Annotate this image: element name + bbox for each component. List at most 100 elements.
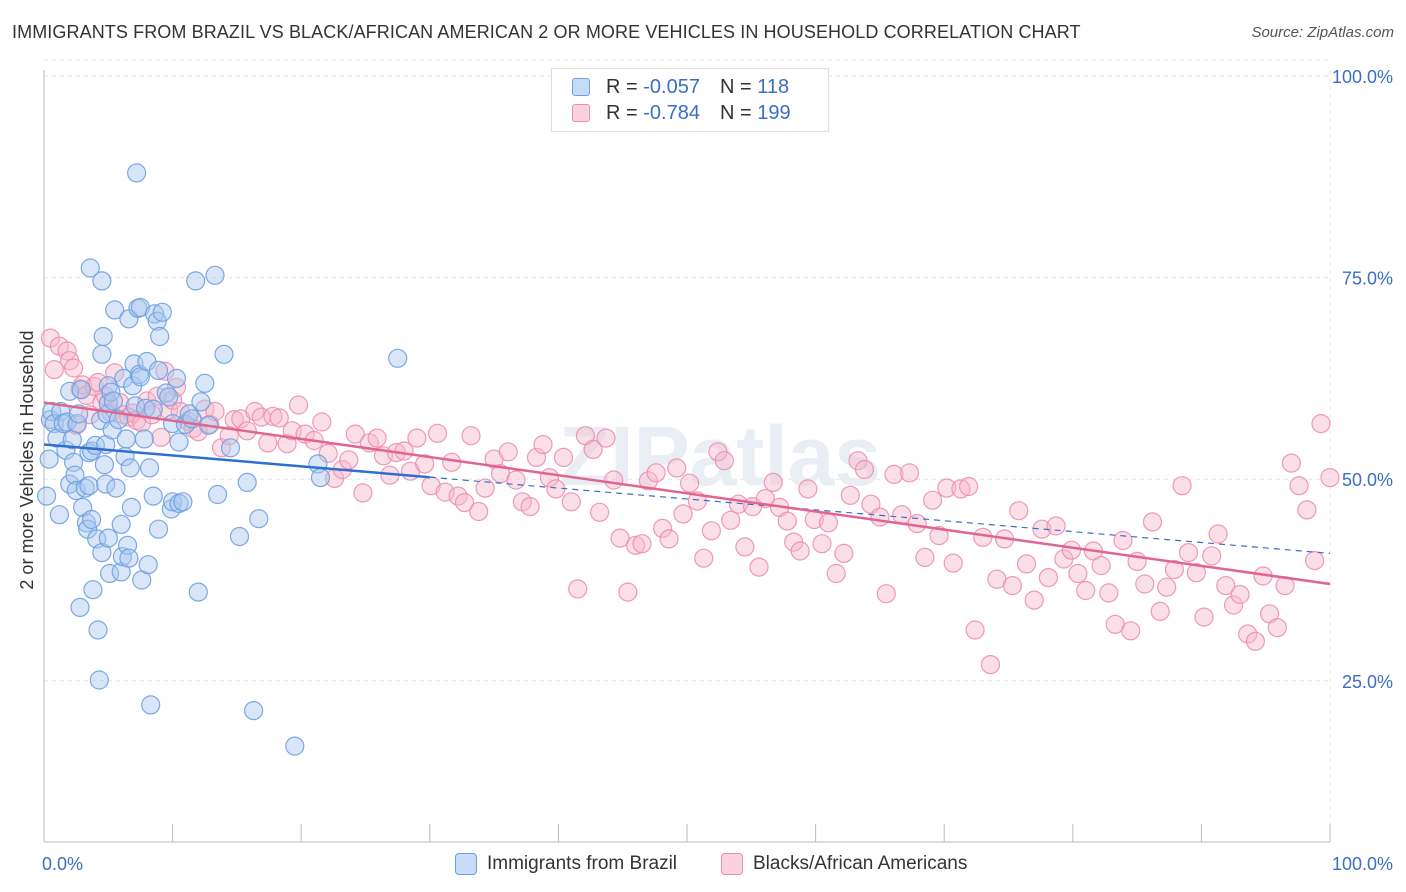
point-black (1157, 577, 1177, 597)
point-black (818, 513, 839, 533)
point-black (701, 521, 722, 541)
bottom-legend-label-black: Blacks/African Americans (753, 853, 968, 874)
point-black (1009, 501, 1029, 521)
point-black (1281, 453, 1302, 473)
point-brazil (108, 410, 129, 430)
point-black (1304, 550, 1325, 571)
point-black (1164, 559, 1185, 580)
legend-n-value: 118 (757, 75, 790, 98)
trend-line-black (43, 401, 1331, 586)
point-black (798, 479, 818, 499)
point-black (475, 478, 495, 498)
bottom-legend-swatch-black (721, 853, 743, 875)
point-black (763, 472, 783, 492)
point-black (870, 507, 890, 527)
point-brazil (143, 486, 163, 506)
point-black (1091, 555, 1111, 576)
point-brazil (188, 582, 208, 602)
point-black (427, 423, 448, 443)
point-black (44, 360, 64, 380)
point-black (263, 406, 283, 426)
point-black (583, 439, 603, 459)
point-brazil (148, 519, 169, 539)
point-brazil (92, 271, 112, 291)
point-black (1245, 631, 1266, 651)
point-black (421, 476, 441, 496)
legend-swatch-black (572, 104, 590, 122)
point-black (1230, 584, 1250, 605)
point-black (915, 547, 935, 568)
point-brazil (148, 360, 169, 380)
point-black (1061, 540, 1082, 560)
point-brazil (92, 344, 112, 364)
point-black (714, 451, 734, 471)
point-black (469, 501, 489, 522)
point-brazil (94, 455, 115, 475)
point-black (1142, 512, 1163, 532)
point-brazil (88, 620, 108, 640)
point-brazil (159, 387, 179, 407)
point-brazil (49, 505, 70, 525)
point-black (553, 447, 574, 467)
point-black (854, 459, 875, 480)
point-brazil (163, 492, 183, 512)
point-brazil (111, 514, 131, 535)
point-black (1113, 530, 1133, 551)
point-black (1216, 575, 1236, 596)
point-black (1297, 500, 1317, 520)
point-black (63, 358, 84, 378)
point-black (884, 464, 904, 484)
point-black (1099, 583, 1119, 603)
point-brazil (237, 472, 257, 492)
point-black (596, 428, 616, 448)
point-black (506, 470, 526, 490)
point-brazil (139, 458, 160, 478)
point-black (1121, 621, 1141, 641)
point-black (151, 427, 171, 447)
point-brazil (143, 399, 163, 419)
point-black (1172, 476, 1192, 496)
point-brazil (186, 271, 206, 291)
point-brazil (119, 548, 139, 568)
point-black (454, 493, 475, 513)
point-black (965, 620, 985, 640)
point-brazil (134, 429, 154, 449)
y-tick-label: 75.0% (1342, 269, 1393, 289)
point-black (1046, 516, 1066, 536)
point-black (1208, 524, 1228, 544)
point-black (442, 452, 462, 472)
point-brazil (81, 441, 102, 461)
trend-lines (43, 401, 1331, 586)
point-black (312, 412, 332, 432)
point-black (749, 557, 769, 577)
y-axis-label: 2 or more Vehicles in Household (17, 330, 37, 589)
point-brazil (120, 458, 140, 478)
point-black (533, 435, 553, 455)
legend-swatch-brazil (572, 78, 590, 96)
point-brazil (98, 528, 118, 548)
point-black (1238, 624, 1258, 644)
point-black (951, 479, 971, 499)
point-black (618, 582, 638, 602)
point-brazil (208, 484, 228, 505)
stats-legend: R = -0.057 N = 118 R = -0.784 N = 199 (551, 68, 829, 132)
legend-row-brazil: R = -0.057 N = 118 (572, 75, 789, 99)
point-black (958, 476, 979, 497)
point-black (790, 541, 810, 561)
point-black (735, 537, 755, 557)
point-black (826, 563, 846, 584)
point-black (155, 361, 175, 381)
point-black (652, 518, 673, 539)
point-black (339, 450, 359, 470)
point-black (937, 478, 957, 498)
point-brazil (173, 492, 193, 512)
point-brazil (195, 373, 215, 393)
point-brazil (83, 580, 103, 600)
point-black (1076, 580, 1096, 601)
point-brazil (67, 414, 88, 434)
point-black (876, 584, 896, 604)
point-brazil (89, 670, 109, 690)
point-black (625, 535, 646, 555)
point-black (610, 528, 630, 548)
x-axis (43, 70, 1331, 843)
